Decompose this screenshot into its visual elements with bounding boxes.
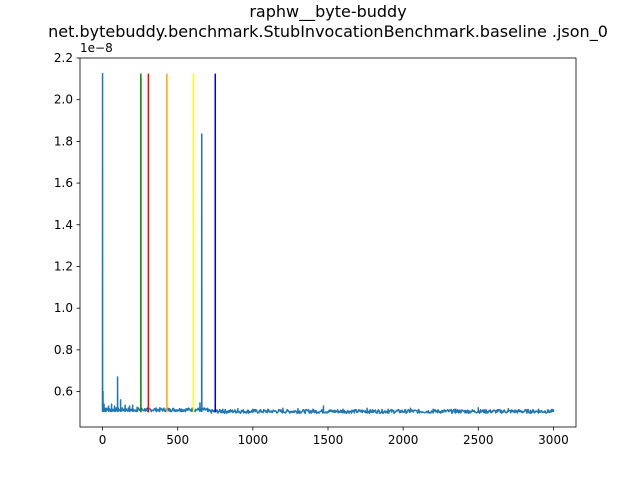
x-axis: 0 500 1000 1500 2000 2500 3000 <box>99 427 569 447</box>
y-tick-label: 1.0 <box>54 301 73 315</box>
chart-subtitle: net.bytebuddy.benchmark.StubInvocationBe… <box>48 22 608 42</box>
x-tick-label: 2000 <box>388 433 419 447</box>
x-tick-label: 2500 <box>463 433 494 447</box>
x-tick-label: 0 <box>99 433 107 447</box>
y-tick-label: 1.4 <box>54 218 73 232</box>
plot-frame <box>79 57 577 428</box>
plot-area <box>101 72 555 414</box>
series-line-0 <box>101 72 555 414</box>
y-tick-label: 2.2 <box>54 51 73 65</box>
chart-title: raphw__byte-buddy <box>249 2 406 22</box>
y-tick-label: 0.8 <box>54 343 73 357</box>
y-offset-label: 1e−8 <box>80 41 113 55</box>
y-tick-label: 0.6 <box>54 385 73 399</box>
y-tick-label: 1.8 <box>54 134 73 148</box>
y-axis: 0.6 0.8 1.0 1.2 1.4 1.6 1.8 2.0 2.2 <box>54 51 80 399</box>
x-tick-label: 500 <box>166 433 189 447</box>
x-tick-label: 3000 <box>538 433 569 447</box>
x-tick-label: 1000 <box>238 433 269 447</box>
y-tick-label: 1.2 <box>54 259 73 273</box>
y-tick-label: 1.6 <box>54 176 73 190</box>
x-tick-label: 1500 <box>313 433 344 447</box>
y-tick-label: 2.0 <box>54 93 73 107</box>
